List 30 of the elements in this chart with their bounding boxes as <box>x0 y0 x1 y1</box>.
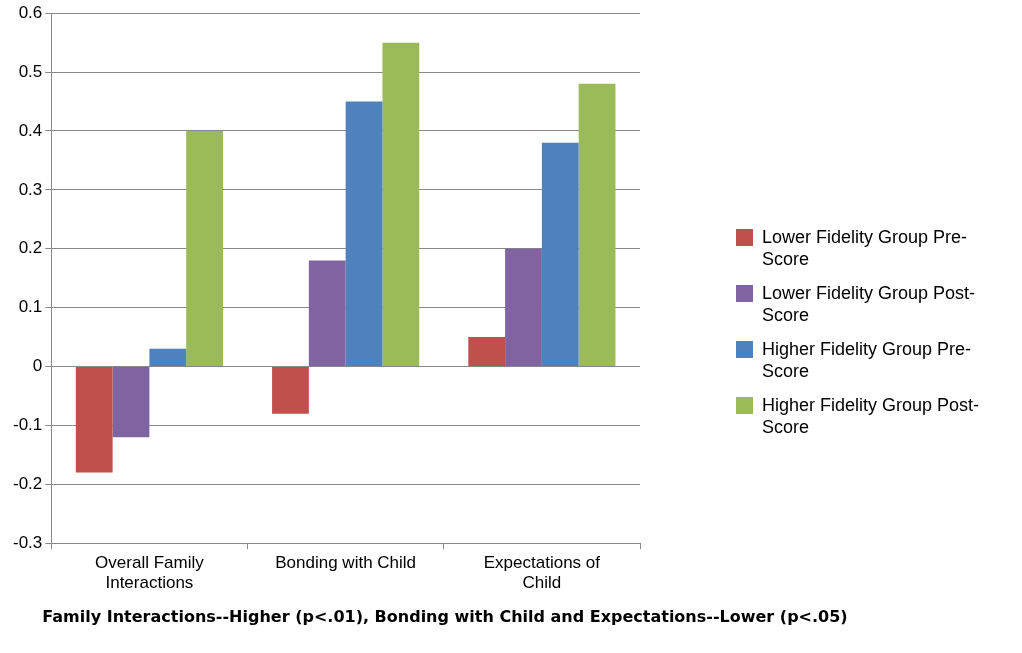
x-axis-title: Family Interactions--Higher (p<.01), Bonding with Child and Expectations--Lower (p<.05) <box>41 606 849 628</box>
y-tick-label: 0.2 <box>18 238 43 258</box>
y-tick-label: 0.1 <box>18 297 43 317</box>
bar <box>112 367 150 438</box>
y-tick-label: -0.2 <box>13 474 43 493</box>
y-tick-label: -0.1 <box>13 415 43 435</box>
bar <box>345 101 383 367</box>
bar <box>578 83 616 367</box>
bar <box>468 337 506 367</box>
bar <box>382 42 420 367</box>
bar <box>541 142 579 367</box>
y-tick-label: 0.4 <box>18 120 43 140</box>
legend-label: Lower Fidelity Group Post-Score <box>762 282 977 326</box>
bar <box>505 248 542 367</box>
legend-label: Higher Fidelity Group Pre-Score <box>762 338 973 382</box>
x-tick-label: Overall Family Interactions <box>95 553 205 593</box>
x-tick-label: Bonding with Child <box>275 553 417 573</box>
bar <box>149 348 187 367</box>
y-tick-label: 0 <box>32 356 43 376</box>
bar <box>308 260 346 367</box>
bar <box>186 130 223 367</box>
y-tick-label: 0.3 <box>18 179 43 199</box>
y-tick-label: -0.3 <box>13 532 43 552</box>
x-tick-label: Expectations of Child <box>483 553 601 593</box>
bar <box>75 367 113 473</box>
legend-label: Lower Fidelity Group Pre-Score <box>762 226 969 270</box>
bar <box>272 367 309 414</box>
y-tick-label: 0.5 <box>18 61 43 81</box>
y-tick-label: 0.6 <box>18 2 43 22</box>
legend-label: Higher Fidelity Group Post-Score <box>762 394 981 438</box>
